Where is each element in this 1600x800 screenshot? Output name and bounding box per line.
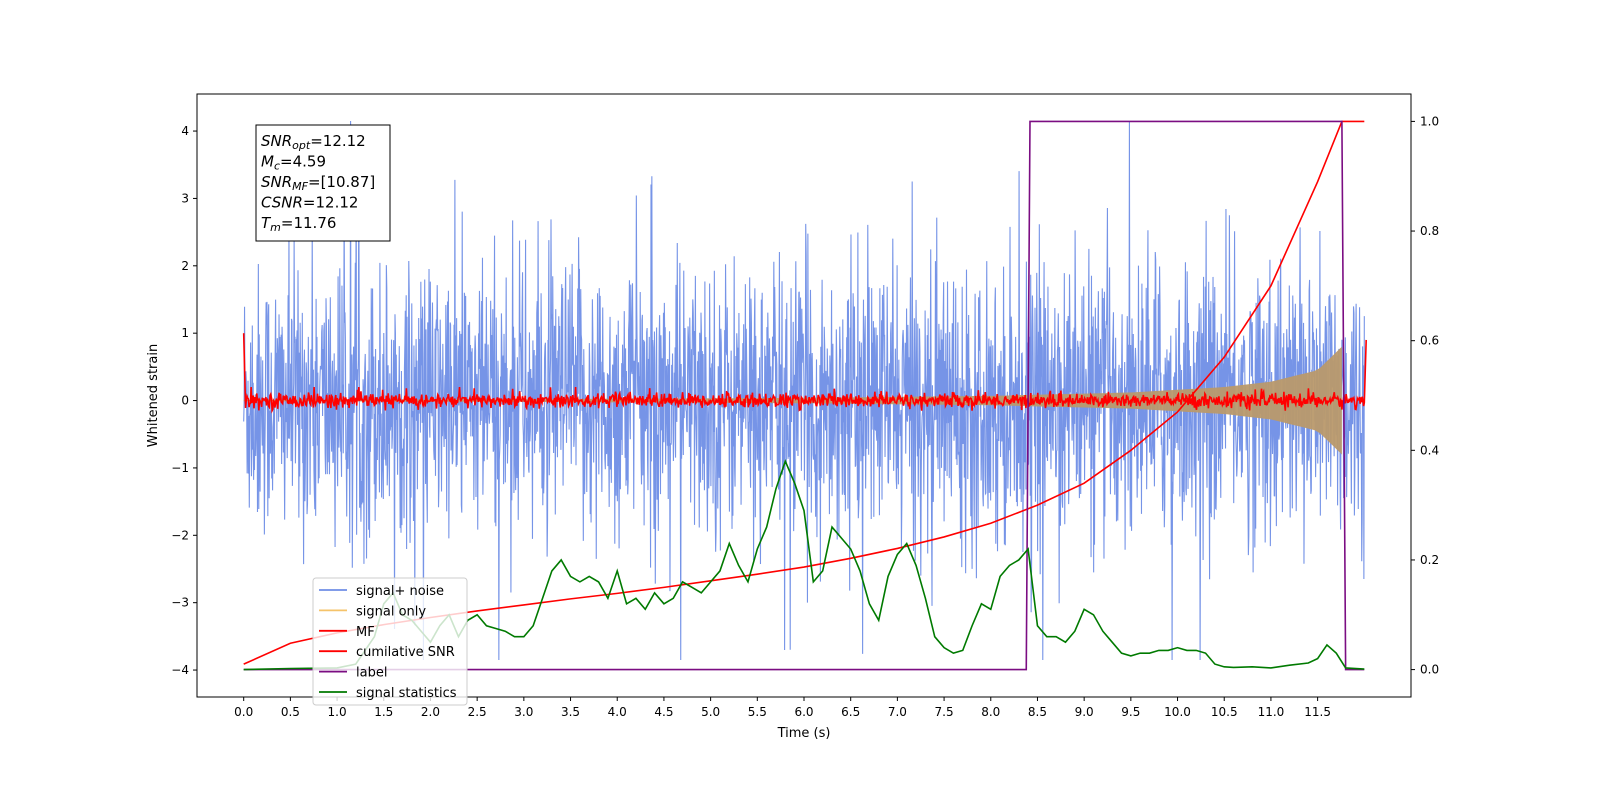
y-tick-label: 4 [181, 124, 189, 138]
y2-tick-label: 0.4 [1420, 443, 1439, 457]
legend-label: signal statistics [356, 686, 457, 701]
info-line: CSNR=12.12 [261, 194, 358, 212]
y-tick-label: −1 [171, 461, 189, 475]
x-tick-label: 9.0 [1075, 705, 1094, 719]
legend-label: cumilative SNR [356, 645, 455, 660]
y-tick-label: 0 [181, 394, 189, 408]
info-line: Mc=4.59 [261, 153, 326, 173]
legend: signal+ noise signal only MF cumilative SNR… [312, 577, 468, 706]
x-tick-label: 4.5 [654, 705, 673, 719]
x-tick-label: 0.5 [281, 705, 300, 719]
x-axis-label: Time (s) [777, 726, 831, 741]
x-tick-label: 1.5 [374, 705, 393, 719]
info-annotation-box: SNRopt=12.12Mc=4.59SNRMF=[10.87]CSNR=12.… [255, 124, 391, 242]
legend-label: label [356, 666, 387, 681]
y2-tick-label: 0.0 [1420, 663, 1439, 677]
x-tick-label: 2.0 [421, 705, 440, 719]
info-line: SNRopt=12.12 [261, 132, 366, 152]
x-tick-label: 0.0 [234, 705, 253, 719]
x-tick-label: 1.0 [328, 705, 347, 719]
series-signal-statistics [243, 459, 1365, 671]
x-tick-label: 3.0 [514, 705, 533, 719]
x-tick-label: 11.0 [1258, 705, 1285, 719]
legend-label: signal only [356, 604, 426, 619]
series-label [243, 120, 1365, 671]
x-tick-label: 11.5 [1304, 705, 1331, 719]
y2-tick-label: 0.2 [1420, 553, 1439, 567]
x-tick-label: 4.0 [608, 705, 627, 719]
info-box-frame [255, 124, 391, 242]
series-signal-plus-noise [243, 120, 1365, 660]
y-tick-label: −2 [171, 528, 189, 542]
x-tick-label: 6.5 [841, 705, 860, 719]
x-tick-label: 5.0 [701, 705, 720, 719]
x-tick-label: 6.0 [794, 705, 813, 719]
x-tick-label: 3.5 [561, 705, 580, 719]
x-tick-label: 8.5 [1028, 705, 1047, 719]
y-tick-label: 1 [181, 326, 189, 340]
x-tick-label: 2.5 [468, 705, 487, 719]
info-line: SNRMF=[10.87] [261, 173, 375, 193]
legend-label: MF [356, 625, 375, 640]
x-tick-label: 7.5 [935, 705, 954, 719]
y-tick-label: −4 [171, 663, 189, 677]
legend-label: signal+ noise [356, 584, 444, 599]
legend-frame [312, 577, 468, 706]
series-mf [242, 333, 1367, 414]
x-tick-label: 9.5 [1121, 705, 1140, 719]
x-tick-label: 5.5 [748, 705, 767, 719]
y2-tick-label: 0.8 [1420, 224, 1439, 238]
axes: 0.0 0.5 1.0 1.5 2.0 2.5 3.0 3.5 4.0 4.5 5.0 5.5 6.0 6… [171, 93, 1439, 719]
x-tick-label: 10.5 [1211, 705, 1238, 719]
y2-tick-label: 0.6 [1420, 334, 1439, 348]
info-line: Tm=11.76 [261, 214, 336, 234]
y-tick-label: 3 [181, 191, 189, 205]
y-tick-label: −3 [171, 596, 189, 610]
x-tick-label: 8.0 [981, 705, 1000, 719]
y2-tick-label: 1.0 [1420, 114, 1439, 128]
y-axis-label: Whitened strain [146, 344, 161, 447]
x-tick-label: 10.0 [1164, 705, 1191, 719]
x-tick-label: 7.0 [888, 705, 907, 719]
y-tick-label: 2 [181, 259, 189, 273]
